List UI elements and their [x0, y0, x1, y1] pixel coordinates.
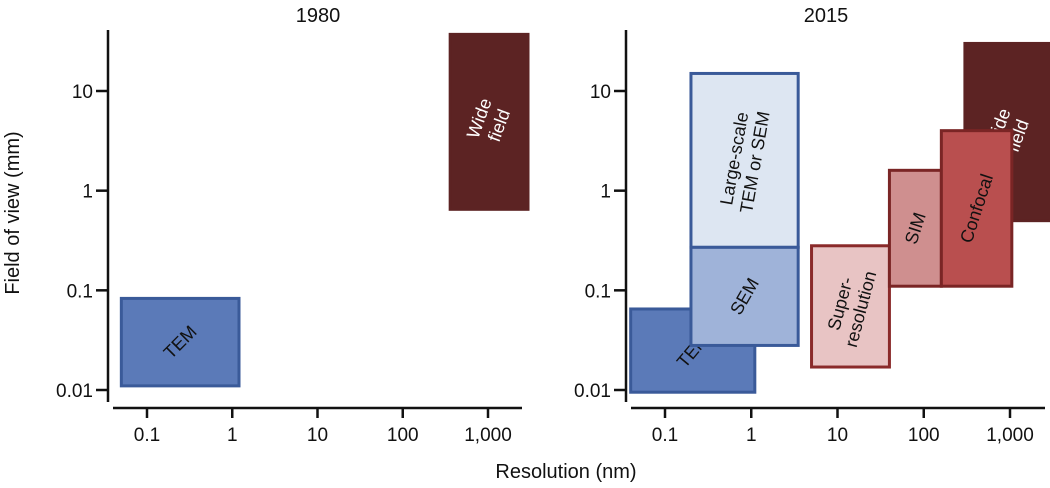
x-tick-label: 1	[227, 425, 238, 446]
box-wide-field: Widefield	[448, 32, 530, 211]
range-box	[448, 32, 530, 211]
panel-1980: 1980 0.01 0.1 1 10 0.1 1 10 100 1,000 TEM Widefield	[56, 5, 530, 446]
range-box	[939, 129, 1014, 288]
y-tick-label: 10	[590, 82, 611, 103]
x-tick-label: 10	[307, 425, 328, 446]
range-box	[689, 245, 800, 347]
y-tick-label: 0.1	[585, 281, 611, 302]
box-super-resolution: Super-resolution	[810, 244, 891, 369]
x-tick-label: 1,000	[986, 425, 1034, 446]
panel-title: 2015	[804, 5, 849, 27]
panel-2015: 2015 0.01 0.1 1 10 0.1 1 10 100 1,000 Large-scaleT…	[574, 5, 1050, 446]
y-tick-label: 0.1	[67, 281, 93, 302]
panel-title: 1980	[296, 5, 341, 27]
y-tick-label: 0.01	[574, 381, 611, 402]
y-axis-title: Field of view (mm)	[2, 131, 24, 294]
box-sim: SIM	[887, 168, 943, 288]
y-tick-label: 10	[72, 82, 93, 103]
box-confocal: Confocal	[939, 129, 1014, 288]
x-tick-label: 100	[387, 425, 419, 446]
x-tick-label: 1,000	[464, 425, 512, 446]
range-box	[689, 71, 800, 249]
range-box	[810, 244, 891, 369]
range-box	[119, 296, 241, 388]
x-tick-label: 10	[827, 425, 848, 446]
x-tick-label: 0.1	[652, 425, 678, 446]
box-sem: SEM	[689, 245, 800, 347]
box-large-scale-tem-or-sem: Large-scaleTEM or SEM	[689, 71, 800, 249]
x-tick-label: 100	[908, 425, 940, 446]
y-tick-label: 0.01	[56, 381, 93, 402]
x-tick-label: 1	[746, 425, 757, 446]
y-tick-label: 1	[600, 182, 611, 203]
x-axis-title: Resolution (nm)	[495, 461, 636, 483]
x-tick-label: 0.1	[134, 425, 160, 446]
box-tem: TEM	[119, 296, 241, 388]
panels-group: 1980 0.01 0.1 1 10 0.1 1 10 100 1,000 TEM Widefield…	[56, 5, 1050, 446]
y-tick-label: 1	[82, 182, 93, 203]
range-box	[887, 168, 943, 288]
